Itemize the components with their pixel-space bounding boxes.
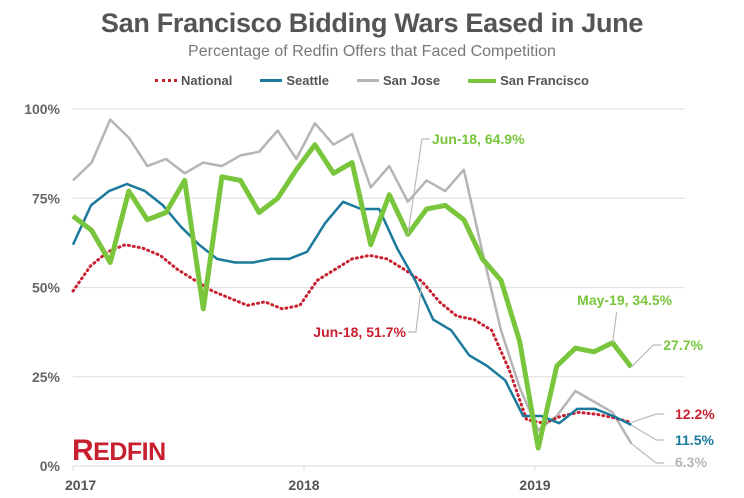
annotation-leader bbox=[630, 344, 662, 368]
legend-item-san-francisco: San Francisco bbox=[468, 73, 589, 88]
annotation-leader bbox=[612, 311, 618, 343]
x-tick-label: 2018 bbox=[288, 477, 319, 493]
chart-subtitle: Percentage of Redfin Offers that Faced C… bbox=[188, 43, 556, 60]
annotation-national-end: 12.2% bbox=[675, 406, 715, 422]
annotation-sf-end: 27.7% bbox=[663, 337, 703, 353]
annotation-leader bbox=[630, 443, 665, 464]
series-line-seattle bbox=[71, 182, 632, 427]
annotation-leader bbox=[407, 281, 423, 333]
annotation-leader bbox=[630, 424, 665, 441]
annotation-sf-may19: May-19, 34.5% bbox=[577, 292, 672, 308]
legend-item-san-jose: San Jose bbox=[356, 73, 441, 88]
annotation-leader bbox=[631, 413, 665, 424]
y-tick-label: 75% bbox=[32, 190, 61, 206]
annotation-sf-jun18: Jun-18, 64.9% bbox=[432, 131, 525, 147]
legend-item-national: National bbox=[155, 73, 232, 88]
series-line-national bbox=[71, 243, 633, 425]
legend-swatch-san-jose bbox=[356, 79, 379, 82]
legend-label-san-francisco: San Francisco bbox=[500, 73, 589, 88]
legend-item-seattle: Seattle bbox=[260, 73, 329, 88]
y-tick-label: 0% bbox=[40, 458, 61, 474]
annotation-national-jun18: Jun-18, 51.7% bbox=[313, 324, 406, 340]
legend-swatch-seattle bbox=[260, 79, 283, 82]
legend-swatch-national bbox=[155, 79, 178, 82]
legend: National Seattle San Jose San Francisco bbox=[0, 73, 744, 88]
annotation-seattle-end: 11.5% bbox=[675, 432, 714, 448]
annotation-leader bbox=[407, 138, 430, 235]
y-tick-label: 100% bbox=[24, 101, 60, 117]
annotation-san-jose-end: 6.3% bbox=[675, 454, 707, 470]
logo-rest: EDFIN bbox=[93, 438, 166, 466]
y-tick-label: 50% bbox=[32, 280, 61, 296]
redfin-logo: REDFIN bbox=[72, 434, 166, 468]
x-tick-label: 2019 bbox=[519, 477, 550, 493]
legend-label-seattle: Seattle bbox=[286, 73, 329, 88]
legend-swatch-san-francisco bbox=[468, 78, 497, 83]
y-tick-label: 25% bbox=[32, 369, 61, 385]
logo-initial: R bbox=[72, 434, 94, 467]
chart-title: San Francisco Bidding Wars Eased in June bbox=[100, 8, 644, 38]
legend-label-san-jose: San Jose bbox=[382, 73, 441, 88]
series-line-san-jose bbox=[72, 118, 633, 445]
series-line-san-francisco bbox=[71, 142, 634, 451]
legend-label-national: National bbox=[181, 73, 233, 88]
x-tick-label: 2017 bbox=[65, 477, 96, 493]
